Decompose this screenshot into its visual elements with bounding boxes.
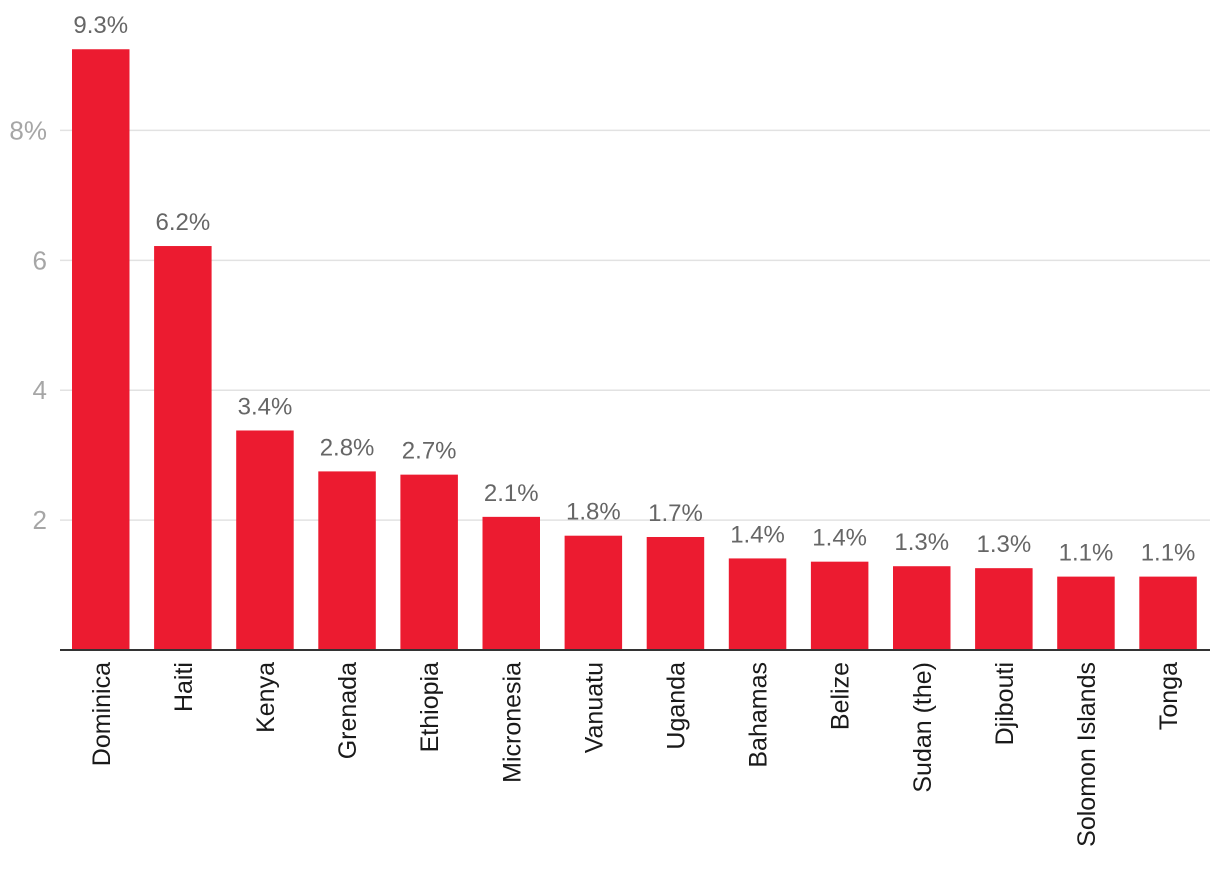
y-tick-label: 8% xyxy=(9,115,47,145)
bar-ethiopia xyxy=(400,474,458,650)
category-label: Sudan (the) xyxy=(909,662,937,793)
bar-value-label: 6.2% xyxy=(155,209,210,236)
bar-sudan-the xyxy=(893,566,951,650)
bar-belize xyxy=(810,561,869,650)
gridlines xyxy=(60,129,1210,521)
y-tick-label: 6 xyxy=(33,245,47,275)
bar-uganda xyxy=(646,536,705,650)
y-tick-label: 2 xyxy=(33,505,47,535)
category-label: Dominica xyxy=(88,662,116,766)
category-label: Ethiopia xyxy=(416,662,444,752)
bar-value-label: 1.3% xyxy=(976,531,1031,558)
bar-tonga xyxy=(1139,576,1197,650)
category-label: Solomon Islands xyxy=(1073,662,1101,847)
bar-value-label: 2.1% xyxy=(484,480,539,507)
data-labels: 9.3% 6.2% 3.4% 2.8% 2.7% 2.1% 1.8% 1.7% 1.4% 1.4%… xyxy=(73,12,1195,566)
bar-djibouti xyxy=(975,568,1033,650)
category-label: Tonga xyxy=(1155,662,1183,730)
category-label: Micronesia xyxy=(498,662,526,783)
y-axis-ticks: 2 4 6 8% xyxy=(9,115,47,535)
bar-vanuatu xyxy=(564,535,623,650)
category-label: Vanuatu xyxy=(580,662,608,753)
bar-bahamas xyxy=(728,558,787,650)
bar-value-label: 2.8% xyxy=(320,434,375,461)
bar-micronesia xyxy=(482,516,540,650)
bars xyxy=(72,49,1197,650)
x-axis-categories: Dominica Haiti Kenya Grenada Ethiopia Microne… xyxy=(88,662,1183,847)
category-label: Grenada xyxy=(334,662,362,759)
bar-value-label: 3.4% xyxy=(238,393,293,420)
bar-value-label: 1.3% xyxy=(894,529,949,556)
bar-solomon-islands xyxy=(1057,576,1115,650)
bar-grenada xyxy=(318,471,376,650)
y-tick-label: 4 xyxy=(33,375,47,405)
bar-value-label: 2.7% xyxy=(402,438,457,465)
bar-haiti xyxy=(154,246,212,650)
bar-value-label: 1.1% xyxy=(1141,540,1196,567)
bar-value-label: 1.8% xyxy=(566,499,621,526)
bar-value-label: 1.4% xyxy=(730,521,785,548)
category-label: Djibouti xyxy=(991,662,1019,745)
category-label: Bahamas xyxy=(745,662,773,768)
bar-kenya xyxy=(236,430,294,650)
bar-value-label: 1.1% xyxy=(1059,540,1114,567)
category-label: Uganda xyxy=(662,662,690,750)
category-label: Kenya xyxy=(252,662,280,733)
bar-dominica xyxy=(72,49,130,650)
category-label: Haiti xyxy=(170,662,198,712)
bar-value-label: 1.7% xyxy=(648,500,703,527)
bar-value-label: 1.4% xyxy=(812,525,867,552)
category-label: Belize xyxy=(827,662,855,730)
bar-value-label: 9.3% xyxy=(73,12,128,39)
